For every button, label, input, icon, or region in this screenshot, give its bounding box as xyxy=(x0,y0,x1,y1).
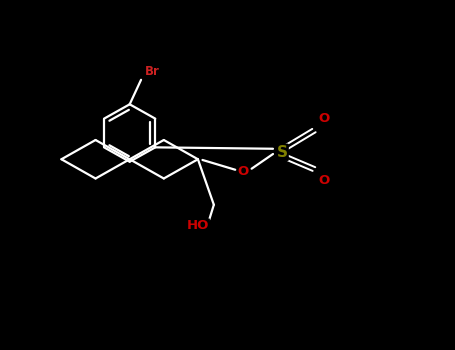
Text: O: O xyxy=(238,165,249,178)
Text: Br: Br xyxy=(145,65,160,78)
Text: O: O xyxy=(318,174,330,187)
Text: S: S xyxy=(277,145,288,160)
Text: HO: HO xyxy=(187,219,209,232)
Text: O: O xyxy=(318,112,330,125)
